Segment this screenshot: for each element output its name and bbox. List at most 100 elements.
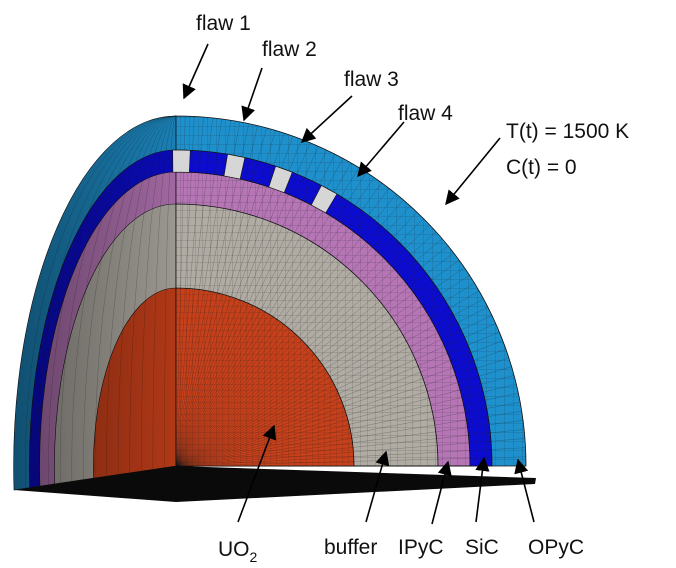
arrow-flaw-2	[241, 67, 263, 122]
sic-flaws	[172, 149, 338, 214]
radial-mesh-line	[175, 366, 512, 467]
radial-mesh-line	[175, 121, 240, 467]
arrow-flaw-4	[357, 121, 405, 178]
radial-mesh-line	[175, 218, 424, 467]
leader-arrows	[182, 43, 535, 525]
flaw-3-region	[268, 165, 293, 193]
radial-mesh-line	[175, 211, 418, 467]
radial-mesh-line	[175, 267, 465, 467]
radial-mesh-line	[175, 182, 382, 467]
radial-mesh-line	[175, 117, 204, 467]
radial-mesh-line	[175, 136, 293, 467]
arrow-boundary	[445, 137, 501, 206]
radial-mesh-line	[175, 456, 526, 467]
radial-mesh-line	[175, 139, 302, 467]
flaw-4-label: flaw 4	[398, 102, 453, 125]
side-mesh-line	[94, 115, 177, 479]
arrow-buffer	[365, 450, 390, 523]
arrow-opyc	[514, 458, 535, 523]
radial-mesh-line	[175, 177, 375, 467]
radial-mesh-line	[175, 193, 397, 467]
radial-mesh-line	[175, 116, 186, 467]
radial-mesh-line	[175, 429, 525, 467]
radial-mesh-line	[175, 118, 222, 467]
radial-mesh-line	[175, 162, 352, 467]
radial-mesh-line	[175, 133, 285, 467]
opyc-label: OPyC	[528, 536, 584, 559]
arrow-flaw-3	[300, 95, 353, 143]
radial-mesh-line	[175, 298, 484, 467]
flaw-2-region	[223, 153, 246, 180]
radial-mesh-line	[175, 172, 367, 467]
radial-mesh-line	[175, 130, 276, 467]
radial-mesh-line	[175, 125, 258, 467]
uo2-label: UO2	[218, 538, 258, 565]
radial-mesh-line	[175, 282, 475, 467]
radial-mesh-line	[175, 375, 515, 467]
radial-mesh-line	[175, 224, 431, 467]
temperature-bc-label: T(t) = 1500 K	[506, 120, 629, 143]
radial-mesh-line	[175, 252, 454, 467]
radial-mesh-line	[175, 275, 470, 467]
left-side-face	[13, 115, 177, 491]
radial-mesh-line	[175, 120, 231, 467]
radial-mesh-line	[175, 188, 390, 467]
radial-mesh-line	[175, 205, 411, 467]
side-mesh-line	[106, 115, 177, 477]
radial-mesh-line	[175, 402, 521, 467]
radial-mesh-line	[175, 357, 509, 467]
side-mesh-line	[48, 115, 177, 485]
flaw-1-label: flaw 1	[196, 12, 251, 35]
side-mesh-line	[59, 115, 177, 484]
radial-mesh-line	[175, 238, 443, 467]
sic-label: SiC	[465, 536, 499, 559]
flaw-3-label: flaw 3	[344, 68, 399, 91]
radial-mesh-line	[175, 123, 249, 467]
radial-mesh-line	[175, 384, 517, 467]
side-mesh-line	[25, 115, 177, 489]
flaw-1-region	[172, 149, 191, 173]
side-mesh-line	[117, 115, 177, 475]
radial-mesh-line	[175, 447, 526, 467]
arrow-uo2	[237, 424, 277, 523]
front-cut-face	[175, 115, 527, 467]
radial-mesh-line	[175, 290, 480, 467]
arrow-sic	[475, 456, 490, 523]
radial-mesh-line	[175, 323, 496, 467]
radial-mesh-line	[175, 142, 311, 467]
buffer-label: buffer	[324, 536, 377, 559]
radial-mesh-line	[175, 199, 404, 467]
flaw-4-region	[310, 185, 338, 214]
radial-mesh-line	[175, 245, 449, 467]
side-mesh-line	[129, 115, 177, 473]
radial-mesh-line	[175, 349, 506, 467]
radial-mesh-line	[175, 116, 195, 467]
radial-mesh-line	[175, 315, 492, 467]
radial-mesh-line	[175, 117, 213, 467]
radial-mesh-line	[175, 331, 500, 467]
radial-mesh-line	[175, 146, 319, 467]
ipyc-label: IPyC	[398, 536, 444, 559]
radial-mesh-line	[175, 127, 267, 467]
uo2-label-subscript: 2	[250, 549, 258, 565]
radial-mesh-line	[175, 340, 503, 467]
arrow-ipyc	[431, 460, 452, 525]
radial-mesh-line	[175, 154, 336, 467]
side-mesh-line	[36, 115, 177, 487]
flaw-2-label: flaw 2	[262, 38, 317, 61]
base-plane	[14, 466, 536, 502]
radial-mesh-line	[175, 420, 524, 467]
uo2-label-text: UO	[218, 538, 250, 561]
radial-mesh-line	[175, 306, 488, 467]
radial-mesh-line	[175, 438, 525, 467]
arrow-flaw-1	[182, 43, 209, 100]
radial-mesh-line	[175, 393, 519, 467]
side-mesh-line	[141, 115, 177, 472]
radial-mesh-line	[175, 158, 344, 467]
concentration-bc-label: C(t) = 0	[506, 156, 577, 179]
side-face-shading	[13, 115, 176, 491]
radial-mesh-line	[175, 231, 437, 467]
radial-mesh-line	[175, 167, 360, 467]
